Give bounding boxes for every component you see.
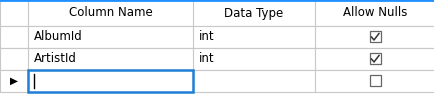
Text: int: int xyxy=(198,30,214,43)
Text: ▶: ▶ xyxy=(10,76,18,86)
Bar xyxy=(368,54,380,65)
Bar xyxy=(0,26,434,48)
Bar xyxy=(0,48,434,70)
Bar xyxy=(0,70,434,92)
Text: Data Type: Data Type xyxy=(224,6,283,19)
Text: Column Name: Column Name xyxy=(69,6,152,19)
Text: ArtistId: ArtistId xyxy=(34,53,77,66)
Text: Allow Nulls: Allow Nulls xyxy=(342,6,406,19)
Bar xyxy=(368,31,380,42)
Bar xyxy=(28,70,193,92)
Text: AlbumId: AlbumId xyxy=(34,30,82,43)
Text: int: int xyxy=(198,53,214,66)
Bar xyxy=(0,0,434,26)
Bar xyxy=(368,75,380,86)
